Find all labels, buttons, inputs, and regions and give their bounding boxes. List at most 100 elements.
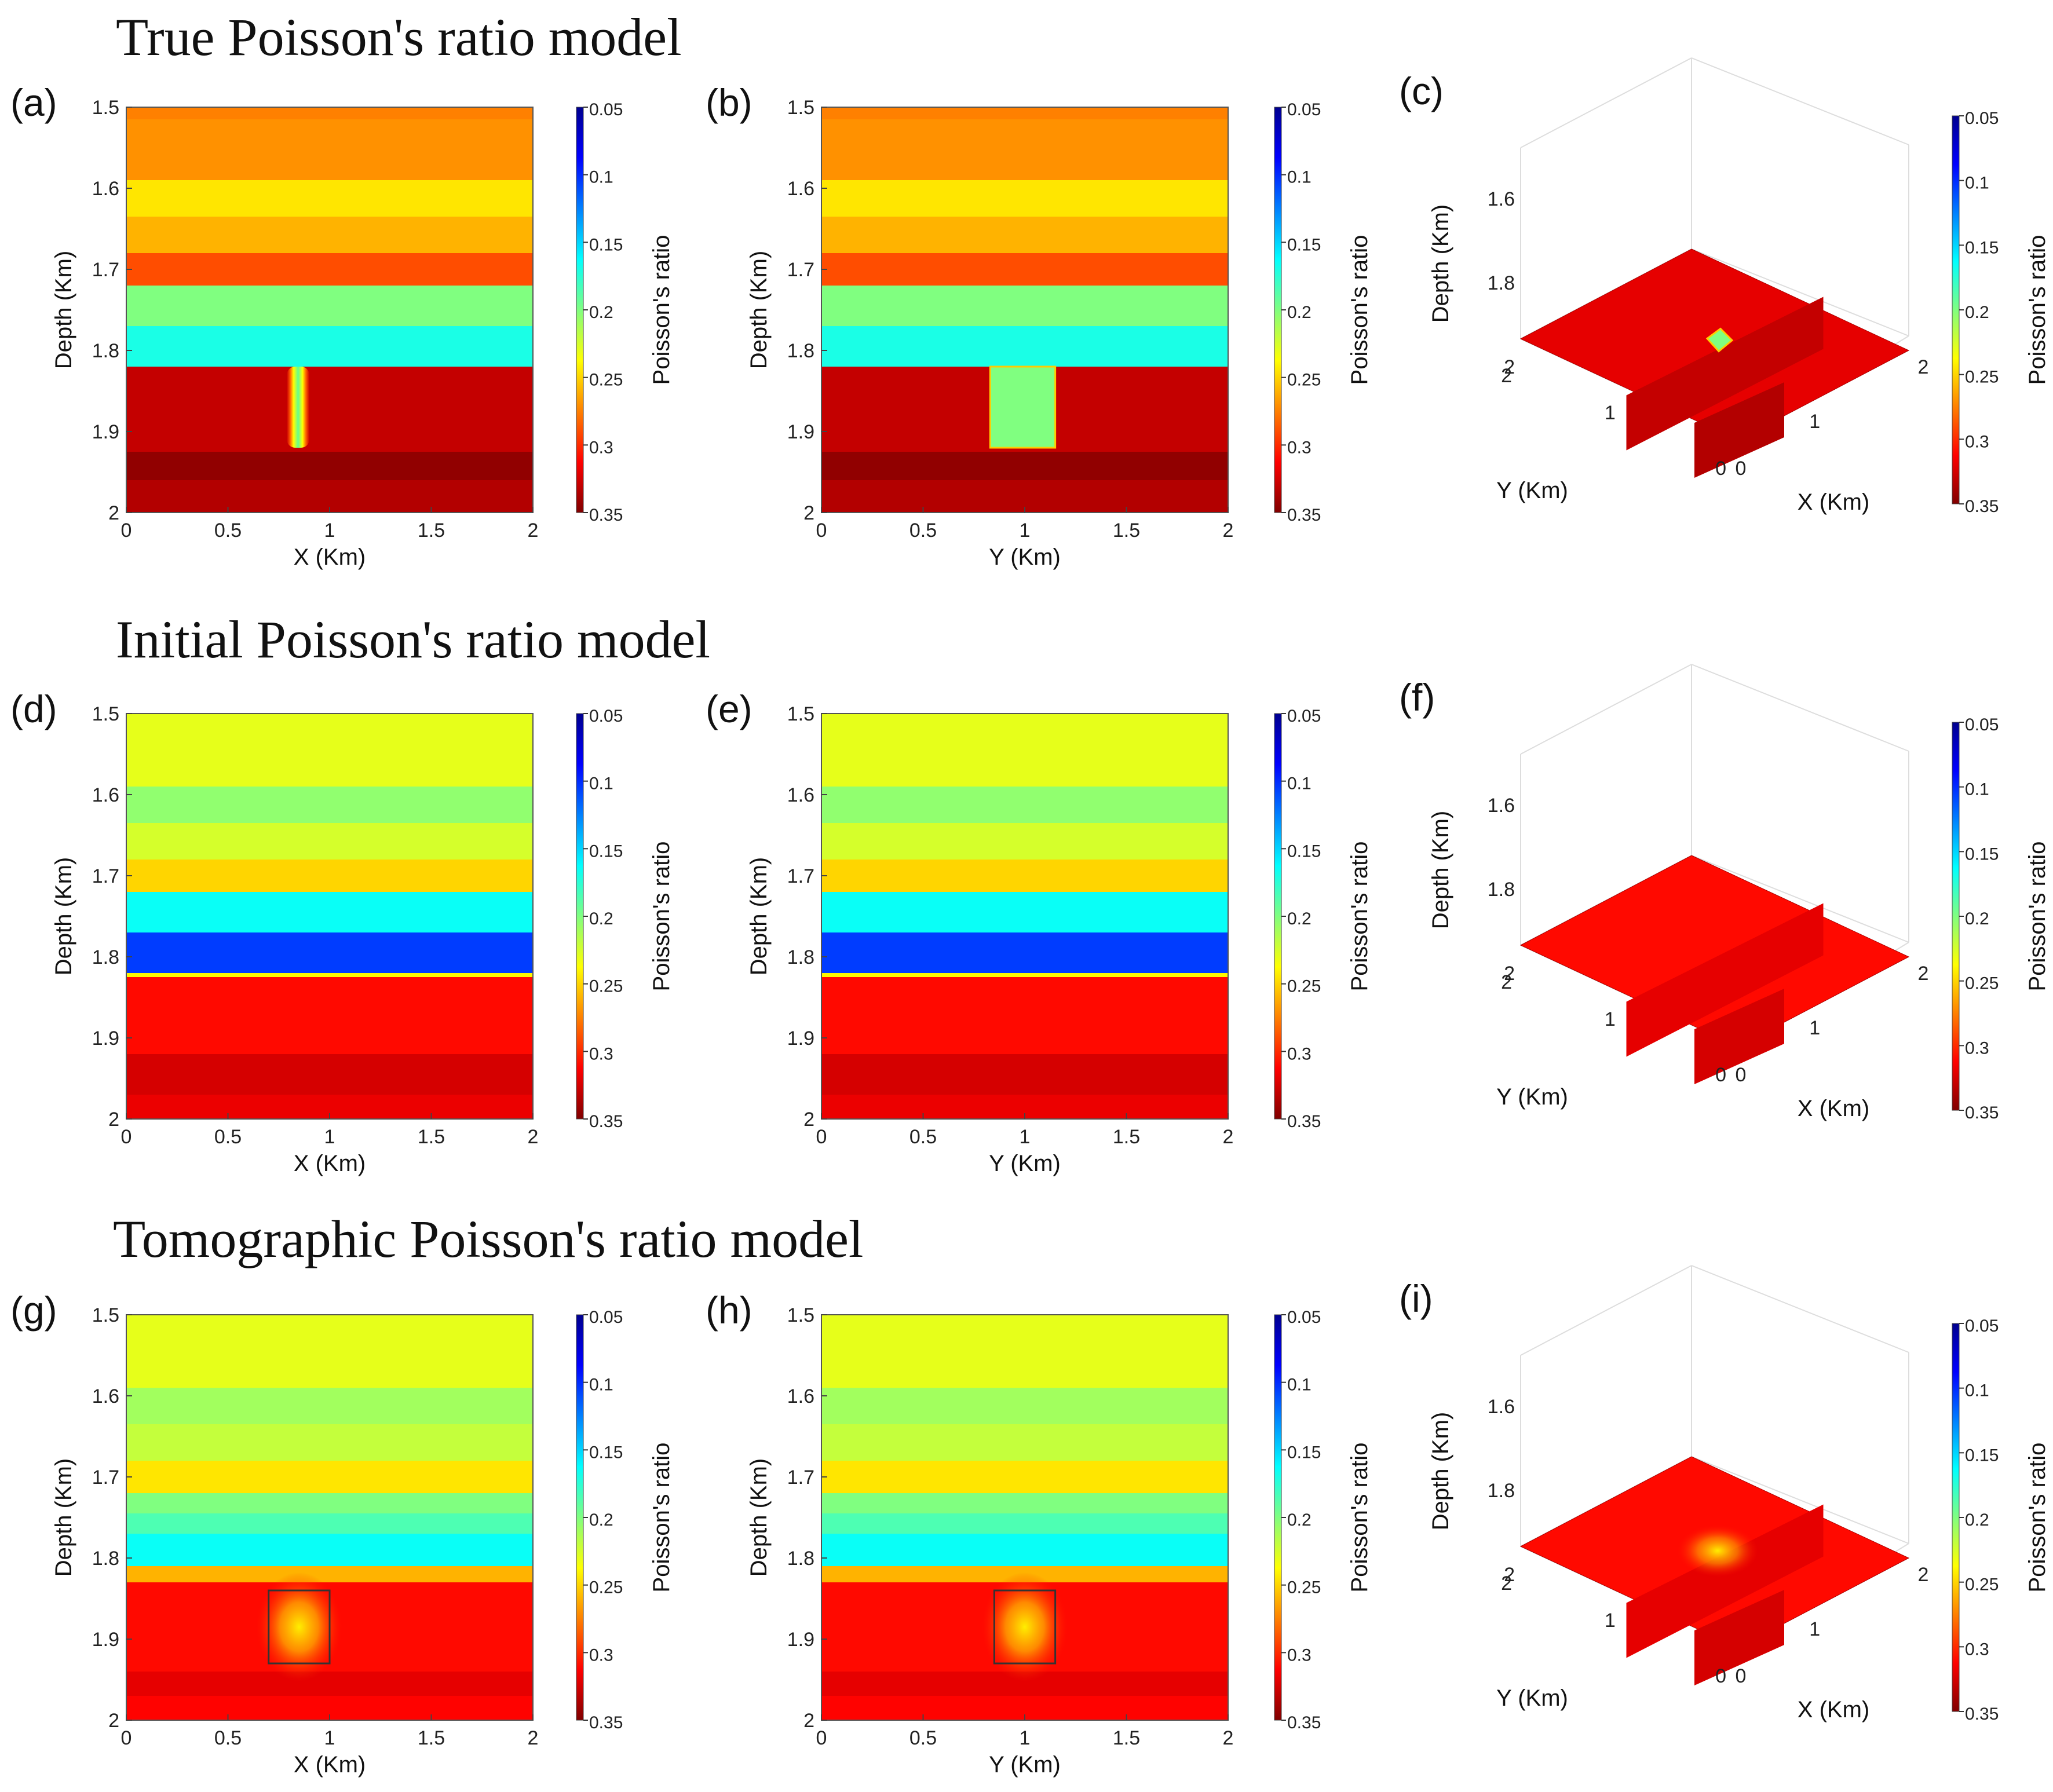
layer: [126, 452, 533, 480]
y-tick: 1.9: [787, 1027, 814, 1049]
x-tick: 0.5: [214, 1727, 242, 1749]
x-tick: 0.5: [909, 1727, 937, 1749]
x-tick: 2: [528, 1126, 539, 1148]
colorbar-tick: 0.05: [1287, 100, 1321, 119]
colorbar-tick: 0.25: [589, 371, 623, 390]
y-tick: 1.8: [92, 1548, 119, 1570]
y-tick: 1.6: [92, 178, 119, 200]
y-label: Depth (Km): [746, 251, 772, 370]
surface-slice: [1626, 903, 1824, 1057]
z-tick: 1.8: [1488, 879, 1515, 901]
colorbar-tick: 0.3: [1965, 1038, 1989, 1058]
colorbar-tick: 0.25: [589, 977, 623, 996]
colorbar-tick: 0.1: [589, 1376, 613, 1395]
y-tick: 1.7: [92, 1466, 119, 1489]
colorbar-tick: 0.2: [589, 909, 613, 928]
colorbar-tick: 0.15: [1287, 235, 1321, 254]
surface-slice: [1626, 1504, 1824, 1658]
panel-g: 0 0.5 1 1.5 2 1.5 1.6 1.7 1.8 1.9 2 X (Km) Depth (Km…: [10, 1289, 674, 1778]
colorbar-tick: 0.2: [589, 1511, 613, 1530]
colorbar-tick: 0.25: [1965, 974, 1999, 993]
colorbar-tick: 0.05: [1965, 109, 1999, 128]
layer: [821, 452, 1228, 480]
layer: [821, 107, 1228, 119]
layer: [821, 180, 1228, 217]
layer: [821, 1534, 1228, 1566]
layer: [126, 932, 533, 973]
x-tick: 1: [1020, 520, 1031, 542]
y-tick: 1.8: [787, 946, 814, 968]
y-tick: 1.7: [92, 865, 119, 887]
x-tick: 0.5: [909, 520, 937, 542]
colorbar-tick: 0.05: [1965, 715, 1999, 734]
x-tick: 0: [121, 1727, 132, 1749]
y-tick: 2: [1501, 1572, 1512, 1594]
x-tick: 0.5: [214, 520, 242, 542]
colorbar-tick: 0.1: [1287, 774, 1312, 793]
box-edge: [1691, 1265, 1909, 1353]
z-tick: 1.6: [1488, 795, 1515, 817]
z-tick: 1.6: [1488, 1396, 1515, 1418]
colorbar-tick: 0.05: [1287, 707, 1321, 726]
layer: [821, 892, 1228, 932]
colorbar-tick: 0.35: [1287, 1112, 1321, 1131]
x-tick: 1.5: [418, 1727, 445, 1749]
box-edge: [1691, 1456, 1909, 1544]
colorbar-tick: 0.2: [1965, 909, 1989, 928]
x-tick: 2: [1223, 520, 1234, 542]
y-tick: 1.7: [787, 259, 814, 281]
layer: [821, 973, 1228, 977]
panel-label: (d): [10, 687, 57, 730]
surface-anomaly: [1677, 1524, 1758, 1577]
colorbar-tick: 0.1: [1965, 1381, 1989, 1400]
x-tick: 1: [324, 1727, 335, 1749]
box-edge: [1520, 1265, 1692, 1356]
y-tick: 2: [803, 1710, 814, 1732]
panel-h: 0 0.5 1 1.5 2 1.5 1.6 1.7 1.8 1.9 2 Y (Km) Depth (Km…: [706, 1289, 1372, 1778]
surface-plane: [1519, 855, 1910, 1047]
layer: [821, 1388, 1228, 1424]
x-label: Y (Km): [989, 544, 1061, 570]
anomaly: [256, 1572, 342, 1682]
layer: [126, 326, 533, 367]
x-tick: 0: [121, 1126, 132, 1148]
layer: [126, 217, 533, 253]
colorbar-tick: 0.25: [589, 1578, 623, 1597]
layer: [126, 1534, 533, 1566]
layer: [126, 973, 533, 977]
y-tick: 1.6: [787, 1385, 814, 1407]
colorbar-tick: 0.3: [1965, 1640, 1989, 1659]
panel-label: (e): [706, 687, 752, 730]
layer: [821, 286, 1228, 326]
x-tick: 1: [1809, 1017, 1820, 1039]
y-label: Depth (Km): [746, 1458, 772, 1577]
panel-e: 0 0.5 1 1.5 2 1.5 1.6 1.7 1.8 1.9 2 Y (Km) Depth (Km…: [706, 687, 1372, 1176]
layer: [821, 1054, 1228, 1095]
colorbar-tick: 0.2: [1965, 1511, 1989, 1530]
anomaly: [982, 1572, 1068, 1682]
y-tick: 1.6: [92, 1385, 119, 1407]
colorbar-tick: 0.3: [589, 1044, 613, 1063]
colorbar-tick: 0.2: [1287, 303, 1312, 322]
panel-label: (b): [706, 81, 752, 124]
layer: [126, 1672, 533, 1696]
colorbar-tick: 0.2: [1965, 303, 1989, 322]
box-edge: [1691, 248, 1909, 337]
layer: [126, 1388, 533, 1424]
box-edge: [1691, 57, 1909, 145]
z-tick: 2: [1504, 356, 1515, 378]
x-tick: 0: [121, 520, 132, 542]
z-label: Depth (Km): [1428, 204, 1453, 323]
x-tick: 0: [816, 1727, 827, 1749]
box-edge: [1520, 664, 1692, 755]
colorbar-tick: 0.25: [1965, 368, 1999, 387]
layer: [126, 253, 533, 286]
colorbar-bar: [576, 713, 584, 1120]
y-tick: 1.5: [92, 97, 119, 119]
y-label: Depth (Km): [51, 251, 76, 370]
colorbar-label: Poisson's ratio: [2025, 842, 2050, 992]
y-tick: 1: [1605, 1008, 1616, 1030]
colorbar-bar: [1952, 1323, 1960, 1712]
title-initial: Initial Poisson's ratio model: [116, 610, 710, 669]
